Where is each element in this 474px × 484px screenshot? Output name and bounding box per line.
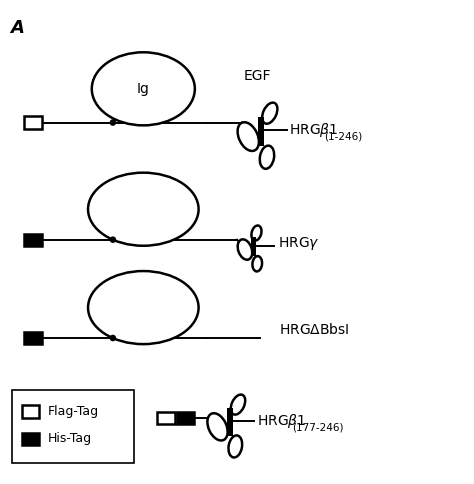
Ellipse shape <box>237 122 259 151</box>
Bar <box>24 117 42 129</box>
Circle shape <box>110 237 116 242</box>
Circle shape <box>110 120 116 125</box>
Text: EGF: EGF <box>244 69 272 83</box>
Ellipse shape <box>251 226 262 241</box>
Ellipse shape <box>92 52 195 125</box>
Bar <box>12 391 134 463</box>
Text: Ig: Ig <box>137 82 150 96</box>
Text: HRG$\gamma$: HRG$\gamma$ <box>278 235 319 252</box>
Text: HRG$\Delta$BbsI: HRG$\Delta$BbsI <box>279 322 350 337</box>
Text: Flag-Tag: Flag-Tag <box>47 405 99 418</box>
Text: (177-246): (177-246) <box>292 422 344 432</box>
Bar <box>24 234 42 246</box>
Bar <box>24 332 42 344</box>
Bar <box>21 406 39 418</box>
Text: HRG$\beta$1: HRG$\beta$1 <box>257 412 307 430</box>
Ellipse shape <box>228 436 242 457</box>
Ellipse shape <box>253 256 262 272</box>
Text: His-Tag: His-Tag <box>47 432 91 445</box>
Ellipse shape <box>262 103 277 124</box>
Bar <box>258 117 264 146</box>
Text: (1-246): (1-246) <box>325 131 363 141</box>
Ellipse shape <box>88 173 199 246</box>
Text: A: A <box>10 19 24 37</box>
Text: HRG$\beta$1: HRG$\beta$1 <box>290 121 339 139</box>
Bar <box>157 411 175 424</box>
Ellipse shape <box>208 413 228 440</box>
Ellipse shape <box>231 394 245 415</box>
Bar <box>177 411 194 424</box>
Bar <box>251 237 255 256</box>
Ellipse shape <box>260 146 274 169</box>
Circle shape <box>110 335 116 341</box>
Ellipse shape <box>88 271 199 344</box>
Bar <box>21 433 39 445</box>
Ellipse shape <box>237 240 252 260</box>
Bar <box>227 408 233 436</box>
